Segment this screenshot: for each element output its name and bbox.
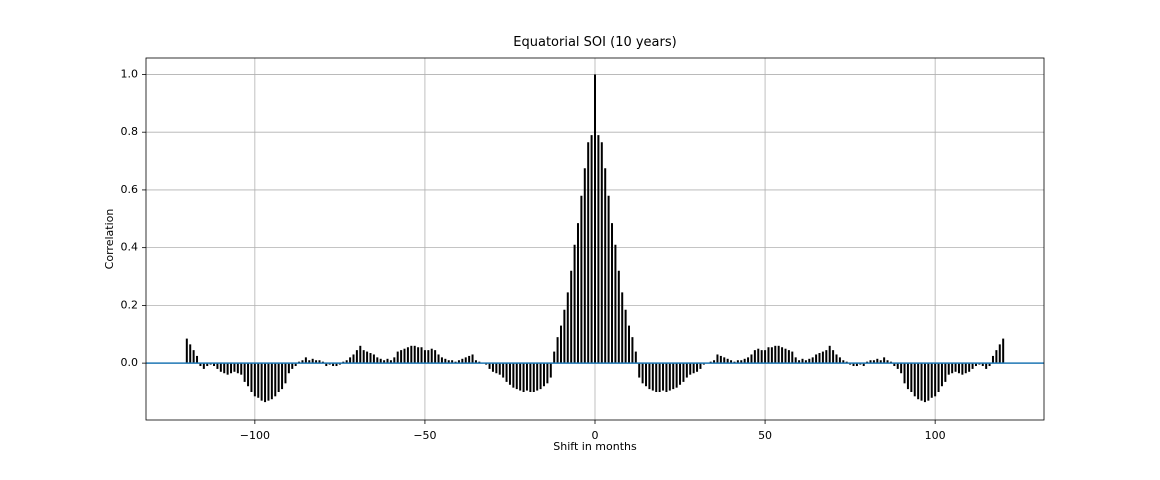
x-tick-label: −100: [240, 429, 270, 442]
y-tick-label: 0.4: [121, 241, 139, 254]
x-tick-label: 100: [925, 429, 946, 442]
chart-title: Equatorial SOI (10 years): [513, 35, 676, 50]
y-tick-label: 0.6: [121, 183, 139, 196]
axes-frame: [145, 57, 1045, 421]
x-tick-label: −50: [413, 429, 436, 442]
x-tick-label: 50: [758, 429, 772, 442]
x-axis-label: Shift in months: [553, 440, 637, 453]
y-tick-label: 1.0: [121, 67, 139, 80]
y-tick-label: 0.2: [121, 298, 139, 311]
x-tick-label: 0: [592, 429, 599, 442]
y-tick-label: 0.8: [121, 125, 139, 138]
y-axis-label: Correlation: [103, 209, 116, 270]
y-tick-label: 0.0: [121, 356, 139, 369]
